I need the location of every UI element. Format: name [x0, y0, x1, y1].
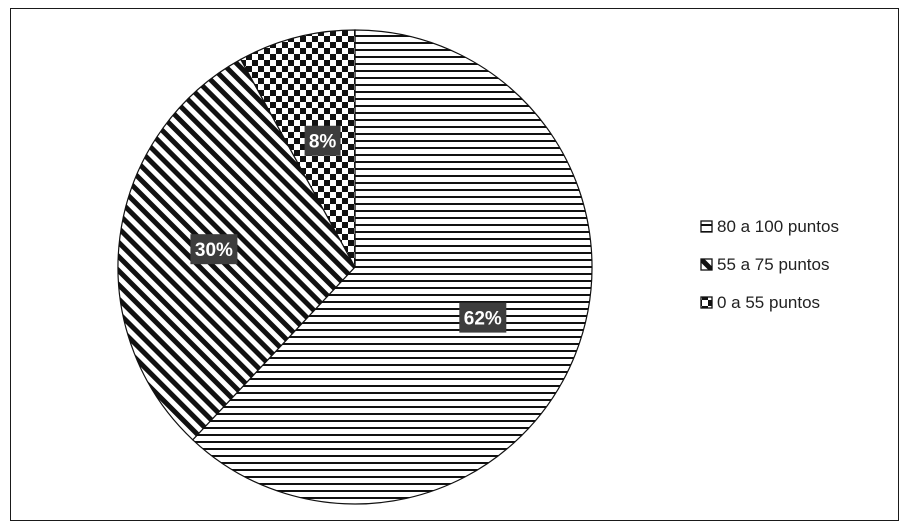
legend-swatch	[700, 220, 713, 233]
pie-slice	[240, 29, 356, 268]
legend: 80 a 100 puntos 55 a 75 puntos 0 a 55 punt…	[700, 217, 839, 312]
legend-swatch	[700, 296, 713, 309]
legend-item: 0 a 55 puntos	[700, 293, 820, 312]
legend-label: 55 a 75 puntos	[717, 255, 829, 274]
legend-swatch	[700, 258, 713, 271]
legend-label: 0 a 55 puntos	[717, 293, 820, 312]
legend-item: 80 a 100 puntos	[700, 217, 839, 236]
legend-label: 80 a 100 puntos	[717, 217, 839, 236]
data-label-box	[304, 125, 341, 156]
data-label-box	[459, 302, 507, 333]
data-label: 62%	[464, 309, 502, 330]
pie-slice	[191, 29, 593, 505]
data-label: 30%	[195, 240, 233, 261]
pie-slices	[117, 29, 593, 505]
data-label-box	[190, 234, 238, 265]
data-label: 8%	[309, 132, 337, 153]
legend-item: 55 a 75 puntos	[700, 255, 829, 274]
pie-data-labels: 62% 30% 8%	[190, 125, 507, 333]
